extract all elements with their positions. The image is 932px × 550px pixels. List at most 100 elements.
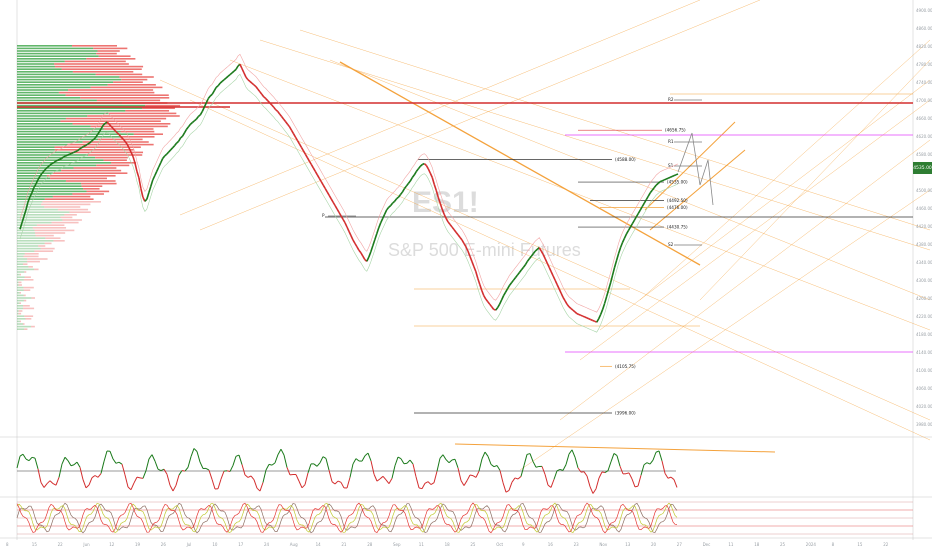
price-segment [496, 303, 501, 309]
price-segment [558, 288, 562, 294]
volume-profile-bar-down [119, 76, 154, 78]
price-segment [487, 301, 491, 305]
volume-profile-bar-up [17, 211, 70, 213]
price-segment [138, 177, 142, 189]
time-axis-label: Jul [186, 542, 192, 547]
volume-profile-bar-up [17, 318, 26, 320]
watermark-name: S&P 500 E-mini Futures [388, 240, 581, 260]
price-segment [126, 143, 130, 149]
price-axis-label: 4420.00 [916, 224, 932, 229]
volume-profile-bar-down [86, 190, 110, 193]
osc1-segment [322, 456, 327, 459]
price-axis-label: 4820.00 [916, 44, 932, 49]
price-segment [265, 97, 269, 102]
price-segment [477, 278, 481, 285]
price-segment [667, 176, 671, 179]
price-segment [508, 282, 513, 286]
price-segment [580, 314, 584, 317]
volume-profile-bar-up [17, 224, 37, 226]
volume-profile-bar-down [97, 50, 120, 52]
price-segment [443, 213, 447, 219]
volume-profile-bar-down [23, 263, 28, 265]
price-segment [23, 209, 27, 217]
price-segment [633, 216, 638, 221]
channel-line [189, 99, 931, 441]
osc1-segment [298, 480, 303, 489]
osc1-segment [424, 481, 429, 484]
price-axis-label: 4900.00 [916, 8, 932, 13]
volume-profile-bar-down [54, 149, 134, 151]
volume-profile-bar-down [72, 45, 117, 47]
price-segment [98, 128, 102, 133]
osc1-segment [487, 456, 492, 465]
price-segment [441, 208, 445, 215]
osc1-segment [379, 475, 384, 480]
volume-profile-bar-down [24, 271, 27, 273]
price-segment [461, 239, 465, 244]
price-axis-label: 4500.00 [916, 188, 932, 193]
price-segment [292, 133, 297, 138]
price-segment [267, 100, 271, 104]
price-segment [388, 205, 392, 208]
time-axis-label: 8 [832, 542, 835, 547]
volume-profile-bar-up [17, 297, 32, 299]
price-segment [586, 317, 590, 320]
osc1-segment [649, 459, 654, 465]
osc1-segment [493, 465, 498, 468]
volume-profile-bar-up [17, 281, 19, 284]
price-segment [259, 91, 263, 95]
osc1-segment [73, 461, 78, 466]
price-segment [475, 271, 479, 279]
time-axis-label: 9 [522, 542, 525, 547]
osc1-segment [586, 475, 591, 487]
osc1-segment [550, 479, 555, 488]
volume-profile-bar-down [64, 214, 77, 216]
price-segment [55, 159, 58, 162]
time-axis-label: 24 [264, 542, 270, 547]
price-segment [253, 84, 257, 88]
price-segment [180, 135, 184, 139]
price-segment [271, 104, 275, 108]
volume-profile-bar-down [120, 130, 155, 133]
price-segment [399, 191, 404, 195]
pivot-marker: R1 [668, 139, 674, 144]
upper-band [19, 53, 679, 313]
volume-profile-bar-down [44, 242, 52, 245]
osc1-segment [499, 470, 504, 483]
osc1-segment [94, 475, 99, 478]
volume-profile-bar-up [17, 294, 24, 297]
price-segment [383, 209, 388, 215]
price-segment [449, 224, 453, 228]
osc1-segment [397, 456, 402, 460]
volume-profile-bar-down [125, 110, 170, 112]
volume-profile-bar-up [17, 232, 36, 234]
volume-profile-bar-down [23, 279, 34, 281]
price-segment [356, 246, 360, 251]
osc1-segment [484, 451, 489, 457]
osc1-segment [319, 456, 324, 464]
osc1-segment [307, 463, 312, 474]
osc1-segment [505, 490, 510, 493]
osc1-segment [544, 474, 549, 486]
volume-profile-bar-up [17, 276, 25, 278]
volume-profile-bar-up [17, 141, 83, 143]
time-axis-label: 14 [316, 542, 322, 547]
price-segment [124, 140, 128, 145]
price-segment [306, 157, 311, 162]
price-segment [574, 311, 578, 315]
price-segment [96, 131, 100, 136]
time-axis-label: 26 [161, 542, 167, 547]
osc1-segment [661, 460, 666, 474]
osc1-segment [406, 459, 411, 464]
volume-profile-bar-down [65, 180, 116, 182]
osc1-segment [88, 477, 93, 486]
price-segment [282, 118, 287, 123]
volume-profile-bar-up [17, 180, 66, 182]
osc1-segment [100, 461, 105, 474]
price-segment [562, 296, 566, 302]
channel-line [229, 59, 931, 331]
volume-profile-bar-up [17, 198, 45, 200]
watermark-symbol: ES1! [412, 186, 479, 219]
osc1-segment [16, 456, 21, 469]
